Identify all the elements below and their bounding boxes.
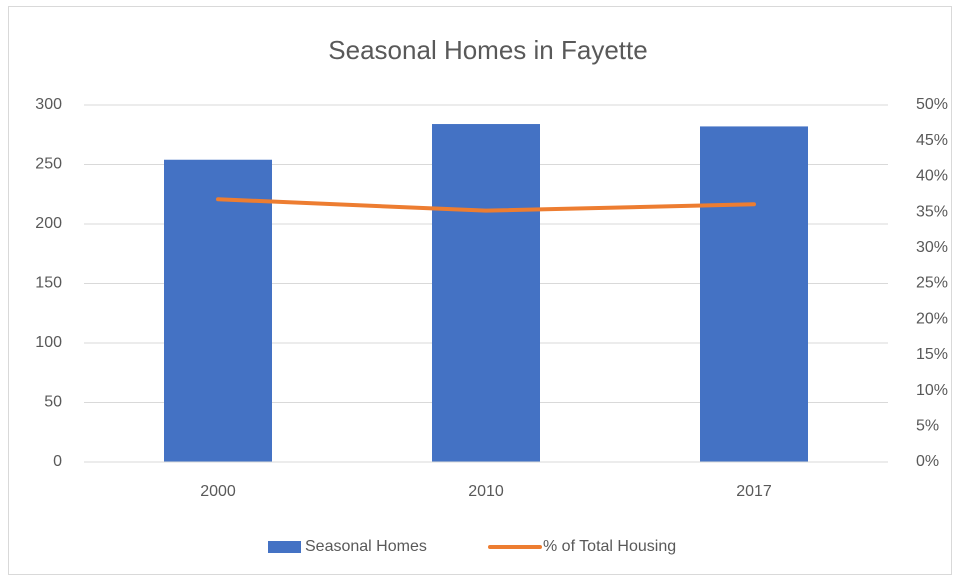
y2-tick-label: 50% bbox=[916, 96, 948, 113]
bar bbox=[700, 126, 808, 463]
x-tick-label: 2010 bbox=[468, 483, 504, 500]
y2-tick-label: 40% bbox=[916, 168, 948, 185]
y-tick-label: 100 bbox=[35, 334, 62, 351]
y2-tick-label: 20% bbox=[916, 310, 948, 327]
y-tick-label: 150 bbox=[35, 275, 62, 292]
y2-tick-label: 0% bbox=[916, 453, 939, 470]
y2-tick-label: 30% bbox=[916, 239, 948, 256]
y2-tick-label: 5% bbox=[916, 418, 939, 435]
x-tick-label: 2017 bbox=[736, 483, 772, 500]
y2-tick-label: 15% bbox=[916, 346, 948, 363]
y-tick-label: 200 bbox=[35, 215, 62, 232]
y2-tick-label: 45% bbox=[916, 132, 948, 149]
y2-tick-label: 35% bbox=[916, 203, 948, 220]
chart-title: Seasonal Homes in Fayette bbox=[328, 35, 647, 65]
y-tick-label: 0 bbox=[53, 453, 62, 470]
x-tick-label: 2000 bbox=[200, 483, 236, 500]
bar bbox=[164, 159, 272, 463]
y-tick-label: 300 bbox=[35, 96, 62, 113]
y2-tick-label: 10% bbox=[916, 382, 948, 399]
legend-label: Seasonal Homes bbox=[305, 538, 427, 555]
legend-label: % of Total Housing bbox=[543, 538, 676, 555]
legend-swatch bbox=[268, 541, 301, 553]
y-tick-label: 50 bbox=[44, 394, 62, 411]
bar bbox=[432, 124, 540, 462]
y2-tick-label: 25% bbox=[916, 275, 948, 292]
y-tick-label: 250 bbox=[35, 156, 62, 173]
line-series bbox=[216, 197, 756, 213]
